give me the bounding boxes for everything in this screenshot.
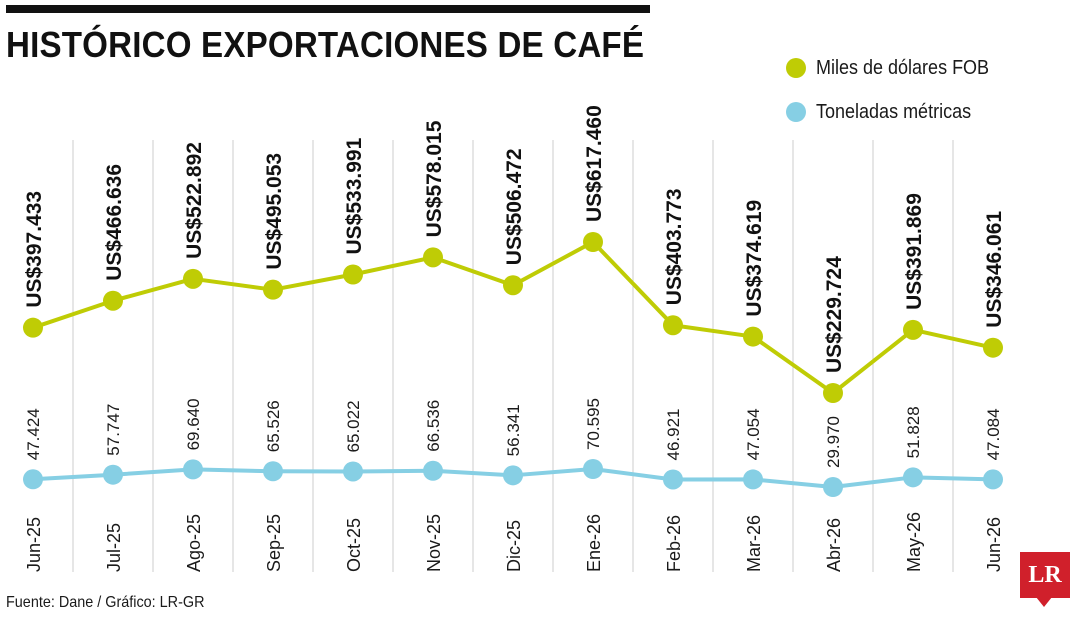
legend-toneladas-label: Toneladas métricas: [816, 100, 972, 123]
legend-item-toneladas: Toneladas métricas: [786, 90, 1008, 134]
x-tick-label: May-26: [904, 512, 924, 572]
x-tick-label: Jun-26: [984, 517, 1004, 572]
x-tick-label: Dic-25: [504, 520, 524, 572]
data-label-toneladas: 57.747: [104, 404, 123, 456]
lr-logo: LR: [1020, 552, 1070, 598]
point-fob: [183, 268, 203, 289]
point-fob: [423, 247, 443, 268]
data-label-toneladas: 29.970: [824, 416, 843, 468]
legend-fob-label: Miles de dólares FOB: [816, 56, 990, 79]
point-toneladas: [343, 461, 363, 482]
lr-logo-tail: [1036, 597, 1052, 607]
point-toneladas: [103, 464, 123, 485]
point-fob: [263, 279, 283, 300]
x-tick-label: Ene-26: [584, 514, 604, 572]
point-fob: [583, 232, 603, 252]
data-label-fob: US$533.991: [343, 137, 366, 254]
data-label-fob: US$578.015: [423, 120, 446, 237]
data-label-toneladas: 47.424: [24, 408, 43, 460]
data-label-fob: US$495.053: [263, 153, 286, 270]
x-tick-label: Nov-25: [424, 514, 444, 572]
data-label-toneladas: 56.341: [504, 404, 523, 456]
point-fob: [663, 315, 683, 336]
data-label-fob: US$346.061: [983, 211, 1006, 328]
point-fob: [823, 383, 843, 403]
data-label-toneladas: 66.536: [424, 400, 443, 452]
x-tick-label: Jul-25: [104, 523, 124, 572]
point-toneladas: [503, 465, 523, 486]
point-toneladas: [583, 459, 603, 479]
x-tick-label: Ago-25: [184, 514, 204, 572]
point-toneladas: [663, 469, 683, 490]
point-fob: [23, 317, 43, 338]
point-fob: [343, 264, 363, 285]
data-label-toneladas: 70.595: [584, 398, 603, 450]
point-toneladas: [423, 460, 443, 481]
data-label-toneladas: 65.022: [344, 400, 363, 452]
x-tick-label: Feb-26: [664, 515, 684, 572]
point-toneladas: [183, 459, 203, 480]
point-toneladas: [263, 461, 283, 482]
point-toneladas: [23, 469, 43, 490]
point-fob: [103, 290, 123, 311]
legend-toneladas-swatch: [786, 102, 806, 122]
data-label-fob: US$506.472: [503, 148, 526, 265]
data-label-toneladas: 46.921: [664, 408, 683, 460]
data-label-toneladas: 47.084: [984, 408, 1003, 460]
legend: Miles de dólares FOB Toneladas métricas: [786, 46, 1008, 134]
data-label-toneladas: 47.054: [744, 408, 763, 460]
point-fob: [903, 319, 923, 340]
data-label-toneladas: 69.640: [184, 398, 203, 450]
title-bar-decoration: [6, 5, 650, 13]
data-label-fob: US$397.433: [23, 191, 46, 308]
data-label-fob: US$403.773: [663, 188, 686, 305]
point-fob: [743, 326, 763, 347]
point-toneladas: [743, 469, 763, 490]
x-tick-label: Mar-26: [744, 515, 764, 572]
x-tick-label: Abr-26: [824, 518, 844, 572]
point-fob: [503, 275, 523, 296]
data-label-fob: US$374.619: [743, 200, 766, 317]
data-label-fob: US$522.892: [183, 142, 206, 259]
data-label-toneladas: 65.526: [264, 400, 283, 452]
data-label-fob: US$466.636: [103, 164, 126, 281]
point-fob: [983, 337, 1003, 358]
x-tick-label: Jun-25: [24, 517, 44, 572]
point-toneladas: [823, 477, 843, 497]
data-label-toneladas: 51.828: [904, 406, 923, 458]
chart-title: HISTÓRICO EXPORTACIONES DE CAFÉ: [6, 24, 645, 65]
data-label-fob: US$617.460: [583, 105, 606, 222]
lr-logo-text: LR: [1028, 561, 1062, 588]
data-label-fob: US$391.869: [903, 193, 926, 310]
x-tick-label: Sep-25: [264, 514, 284, 572]
legend-fob-swatch: [786, 58, 806, 78]
point-toneladas: [983, 469, 1003, 490]
point-toneladas: [903, 467, 923, 488]
x-tick-label: Oct-25: [344, 518, 364, 572]
source-note: Fuente: Dane / Gráfico: LR-GR: [6, 594, 205, 611]
legend-item-fob: Miles de dólares FOB: [786, 46, 1008, 90]
data-label-fob: US$229.724: [823, 256, 846, 373]
